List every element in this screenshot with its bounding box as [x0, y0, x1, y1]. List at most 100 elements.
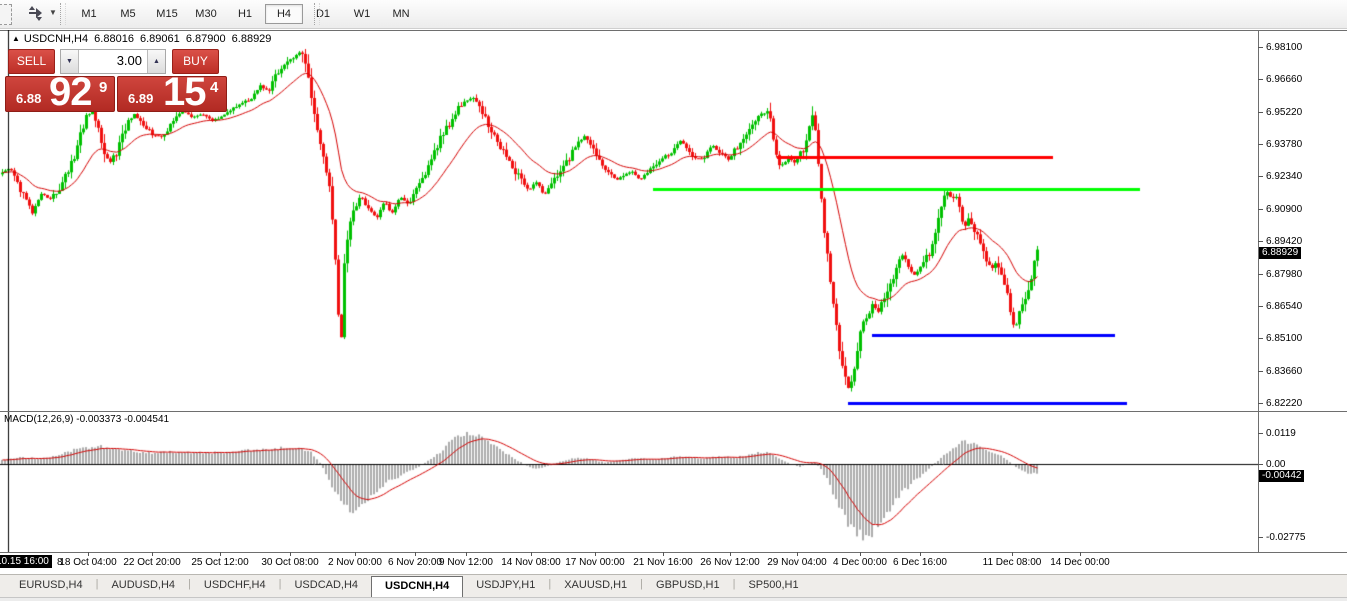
buy-button[interactable]: BUY: [172, 49, 219, 74]
one-click-trading-panel: SELL ▼ 3.00 ▲ BUY 6.88 92 9 6.89 15 4: [5, 49, 229, 112]
time-axis-label: 21 Nov 16:00: [633, 557, 693, 568]
time-axis-label: 6 Dec 16:00: [893, 557, 947, 568]
volume-field[interactable]: 3.00: [79, 50, 147, 73]
macd-chart-canvas[interactable]: [0, 412, 1258, 552]
chart-tab-eurusd[interactable]: EURUSD,H4: [19, 579, 83, 591]
time-axis-tick: [1080, 552, 1081, 556]
macd-axis-tick: [1258, 433, 1263, 434]
price-axis-tick: [1258, 274, 1263, 275]
timeframe-button-h1[interactable]: H1: [237, 8, 253, 20]
macd-axis-tick: [1258, 537, 1263, 538]
timeframe-button-m1[interactable]: M1: [81, 8, 97, 20]
price-axis-label: 6.93780: [1266, 139, 1303, 150]
price-axis-label: 6.87980: [1266, 269, 1303, 280]
double-arrows-icon[interactable]: [26, 5, 46, 22]
sell-price-big: 92: [49, 76, 92, 112]
chart-tab-xauusd[interactable]: XAUUSD,H1: [564, 579, 628, 591]
buy-price-panel[interactable]: 6.89 15 4: [117, 76, 227, 112]
chart-tab-usdcnh[interactable]: USDCNH,H4: [371, 576, 464, 597]
time-axis-label: 14 Nov 08:00: [501, 557, 561, 568]
chart-tab-sp500[interactable]: SP500,H1: [748, 579, 799, 591]
price-axis-tick: [1258, 176, 1263, 177]
tab-separator: |: [732, 578, 736, 590]
timeframe-button-m5[interactable]: M5: [120, 8, 136, 20]
sell-price-panel[interactable]: 6.88 92 9: [5, 76, 115, 112]
ohlc-close: 6.88929: [231, 33, 272, 45]
price-axis-tick: [1258, 112, 1263, 113]
time-axis-tick: [466, 552, 467, 556]
time-axis-tick: [860, 552, 861, 556]
macd-axis-label: 0.00: [1266, 459, 1286, 470]
price-axis-tick: [1258, 47, 1263, 48]
volume-increase-button[interactable]: ▲: [147, 50, 165, 73]
timeframe-button-mn[interactable]: MN: [392, 8, 410, 20]
time-axis-tick: [920, 552, 921, 556]
price-axis-label: 6.86540: [1266, 301, 1303, 312]
time-axis-label: 9 Nov 12:00: [439, 557, 493, 568]
price-axis-label: 6.95220: [1266, 107, 1303, 118]
time-axis-tick: [797, 552, 798, 556]
time-axis-label: 17 Nov 00:00: [565, 557, 625, 568]
volume-stepper: ▼ 3.00 ▲: [60, 49, 166, 74]
vline-time-tag: 10.15 16:00: [0, 555, 52, 568]
tab-separator: |: [548, 578, 552, 590]
chart-tab-usdchf[interactable]: USDCHF,H4: [203, 579, 266, 591]
time-axis-label: 26 Nov 12:00: [700, 557, 760, 568]
chevron-down-icon[interactable]: ▼: [49, 8, 57, 17]
time-axis-label: 18 Oct 04:00: [59, 557, 117, 568]
ohlc-high: 6.89061: [140, 33, 180, 45]
sell-button[interactable]: SELL: [8, 49, 55, 74]
chart-tab-usdjpy[interactable]: USDJPY,H1: [476, 579, 536, 591]
timeframe-toolbar: M1 M5 M15 M30 H1 H4 D1 W1 MN: [70, 2, 421, 26]
clipped-tool-icon[interactable]: [0, 4, 12, 25]
time-axis-label: 4 Dec 00:00: [833, 557, 887, 568]
chart-tab-usdcad[interactable]: USDCAD,H4: [294, 579, 359, 591]
current-price-tag: 6.88929: [1259, 247, 1302, 259]
macd-axis-tick: [1258, 464, 1263, 465]
chart-tab-gbpusd[interactable]: GBPUSD,H1: [656, 579, 720, 591]
timeframe-button-m30[interactable]: M30: [195, 8, 217, 20]
timeframe-button-m15[interactable]: M15: [156, 8, 178, 20]
price-axis-tick: [1258, 241, 1263, 242]
buy-price-small: 6.89: [128, 91, 154, 106]
macd-indicator-label: MACD(12,26,9) -0.003373 -0.004541: [4, 414, 170, 425]
symbol-period: USDCNH,H4: [23, 33, 89, 45]
price-axis-label: 6.92340: [1266, 171, 1303, 182]
time-axis-tick: [220, 552, 221, 556]
tab-separator: |: [278, 578, 282, 590]
ohlc-low: 6.87900: [185, 33, 226, 45]
chart-title: ▲ USDCNH,H4 6.88016 6.89061 6.87900 6.889…: [12, 33, 274, 45]
volume-decrease-button[interactable]: ▼: [61, 50, 79, 73]
time-label-fragment: 8: [57, 557, 63, 568]
time-axis-tick: [152, 552, 153, 556]
macd-axis-label: -0.02775: [1266, 532, 1306, 543]
price-axis-tick: [1258, 306, 1263, 307]
chart-tab-bar: EURUSD,H4 | AUDUSD,H4 | USDCHF,H4 | USDCAD,H4 U…: [0, 574, 1347, 597]
top-toolbar: ▼ M1 M5 M15 M30 H1 H4 D1 W1 MN: [0, 0, 1347, 29]
tab-separator: |: [188, 578, 191, 590]
macd-axis-label: 0.0119: [1266, 428, 1296, 439]
price-axis-tick: [1258, 403, 1263, 404]
sell-price-sup: 9: [99, 79, 108, 96]
macd-bottom-border: [0, 552, 1347, 553]
tab-separator: |: [640, 578, 644, 590]
ohlc-open: 6.88016: [94, 33, 134, 45]
time-axis-label: 22 Oct 20:00: [123, 557, 181, 568]
time-axis-label: 11 Dec 08:00: [982, 557, 1042, 568]
timeframe-button-d1[interactable]: D1: [315, 8, 331, 20]
time-axis-tick: [663, 552, 664, 556]
timeframe-button-w1[interactable]: W1: [353, 8, 371, 20]
toolbar-grip[interactable]: [314, 3, 320, 25]
time-axis-tick: [595, 552, 596, 556]
toolbar-grip[interactable]: [60, 3, 66, 25]
chart-tab-audusd[interactable]: AUDUSD,H4: [111, 579, 176, 591]
timeframe-button-h4[interactable]: H4: [265, 4, 303, 24]
macd-current-tag: -0.00442: [1259, 470, 1305, 482]
price-axis-tick: [1258, 338, 1263, 339]
price-axis-tick: [1258, 209, 1263, 210]
indicator-splitter[interactable]: [0, 411, 1347, 412]
time-axis-label: 14 Dec 00:00: [1050, 557, 1110, 568]
sell-price-small: 6.88: [16, 91, 42, 106]
price-axis-label: 6.98100: [1266, 42, 1303, 53]
